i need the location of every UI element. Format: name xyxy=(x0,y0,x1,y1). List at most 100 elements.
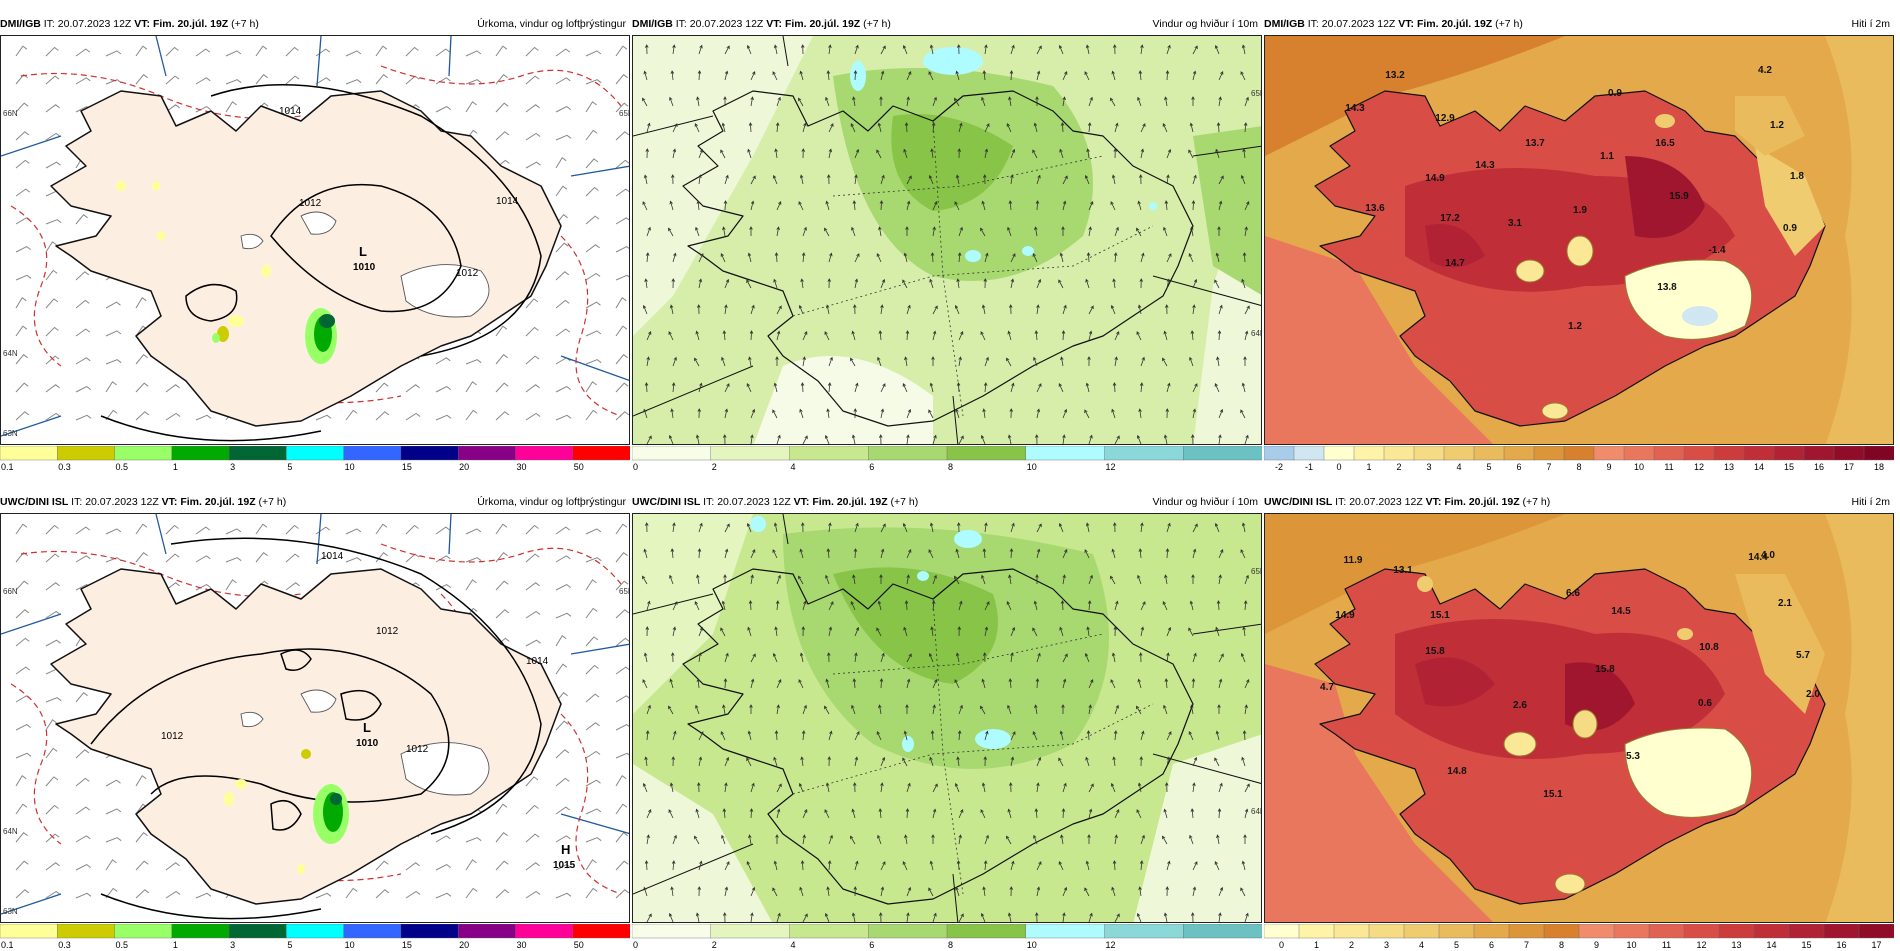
colorbar-tick-label: 2 xyxy=(712,940,717,950)
wind-arrow xyxy=(773,522,778,533)
wind-arrow xyxy=(903,252,908,263)
wind-barb xyxy=(45,719,57,731)
wind-arrow xyxy=(1166,44,1171,55)
wind-arrow xyxy=(1218,200,1223,211)
wind-arrow xyxy=(1084,409,1090,419)
colorbar-tick-label: 5 xyxy=(1486,462,1491,472)
wind-arrow xyxy=(1088,783,1094,793)
wind-barb xyxy=(555,806,571,815)
colorbar-tick-label: 0.5 xyxy=(116,940,129,950)
wind-barb xyxy=(105,359,122,365)
wind-arrow xyxy=(1062,304,1067,315)
wind-arrow xyxy=(1088,96,1093,107)
wind-arrow xyxy=(672,123,678,133)
wind-barb xyxy=(135,523,148,535)
wind-arrow xyxy=(879,574,883,584)
vt-label: VT: xyxy=(766,18,783,30)
wind-arrow xyxy=(906,574,910,585)
vt-label: VT: xyxy=(793,496,810,508)
wind-barb xyxy=(615,637,629,647)
wind-arrow xyxy=(750,175,756,185)
wind-arrow xyxy=(1111,70,1116,81)
wind-arrow xyxy=(1033,122,1038,133)
it-value: 20.07.2023 12Z xyxy=(57,18,132,30)
colorbar-swatch xyxy=(1788,924,1825,939)
wind-arrow xyxy=(1111,174,1116,185)
wind-arrow xyxy=(958,122,963,133)
wind-arrow xyxy=(878,330,883,341)
precip-colorbar: 0.1 0.3 0.5 1 3 5 10 15 20 30 50 xyxy=(0,446,630,473)
wind-arrow xyxy=(775,600,780,611)
temperature-label: 5.3 xyxy=(1626,751,1640,762)
wind-arrow xyxy=(906,653,912,663)
wind-arrow xyxy=(695,912,700,922)
wind-arrow xyxy=(724,304,728,315)
wind-arrow xyxy=(776,808,781,819)
wind-arrow xyxy=(1218,549,1224,559)
colorbar-swatch xyxy=(710,446,791,461)
wind-arrow xyxy=(1112,278,1116,289)
wind-barb xyxy=(525,355,540,365)
wind-barb xyxy=(105,330,122,337)
wind-arrow xyxy=(772,174,778,185)
wind-arrow xyxy=(645,148,650,159)
wind-arrow xyxy=(1240,549,1246,559)
wind-arrow xyxy=(644,278,648,289)
wind-barb xyxy=(465,859,477,871)
wind-arrow xyxy=(1111,408,1116,419)
wind-arrow xyxy=(957,626,962,637)
wind-arrow xyxy=(1088,201,1094,211)
wind-arrow xyxy=(929,522,934,533)
wind-arrow xyxy=(642,201,648,211)
wind-barb xyxy=(585,186,599,197)
wind-arrow xyxy=(1166,253,1172,263)
wind-arrow xyxy=(646,331,652,341)
wind-barb xyxy=(555,414,572,421)
wind-arrow xyxy=(798,97,804,107)
wind-arrow xyxy=(1243,122,1248,133)
wind-map: 65N 64N xyxy=(632,35,1262,445)
isobar-label: 1012 xyxy=(161,731,184,742)
wind-arrow xyxy=(1192,886,1197,897)
wind-barb xyxy=(315,77,331,85)
wind-arrow xyxy=(1060,356,1064,367)
wind-arrow xyxy=(645,626,650,637)
wind-arrow xyxy=(746,383,752,393)
wind-barb xyxy=(135,354,148,365)
low-center-value: 1010 xyxy=(356,738,379,749)
wind-barb xyxy=(315,555,331,563)
wind-arrow xyxy=(802,356,806,367)
wind-arrow xyxy=(798,782,804,793)
wind-arrow xyxy=(879,678,884,689)
temperature-label: 0.6 xyxy=(1698,698,1712,709)
wind-arrow xyxy=(1188,253,1194,263)
wind-barb xyxy=(225,101,237,113)
wind-barb xyxy=(45,553,60,563)
temperature-label: 1.1 xyxy=(1600,151,1614,162)
wind-arrow xyxy=(850,835,856,845)
wind-arrow xyxy=(984,626,989,637)
wind-arrow xyxy=(1010,174,1014,185)
wind-arrow xyxy=(1214,383,1220,393)
colorbar-swatch xyxy=(1368,924,1405,939)
colorbar-swatch xyxy=(228,446,288,461)
wind-arrow xyxy=(698,174,702,185)
wind-arrow xyxy=(851,226,856,237)
wind-arrow xyxy=(955,70,960,81)
isobar-label: 1014 xyxy=(279,106,302,117)
wind-arrow xyxy=(722,434,727,444)
wind-barb xyxy=(285,104,300,113)
wind-arrow xyxy=(906,434,910,444)
colorbar-swatch xyxy=(400,446,459,461)
wind-arrow xyxy=(931,122,936,133)
wind-arrow xyxy=(854,756,859,767)
colorbar-tick-label: 14 xyxy=(1766,940,1776,950)
wind-arrow xyxy=(852,574,856,585)
wind-arrow xyxy=(1216,834,1220,845)
wind-arrow xyxy=(697,886,702,897)
colorbar-swatch xyxy=(1823,924,1860,939)
wind-arrow xyxy=(672,626,677,637)
precip-map: 1014 1012 1014 1012 1012 L 1010 H 1015 6… xyxy=(0,513,630,923)
wind-arrow xyxy=(1137,304,1142,315)
wind-arrow xyxy=(1214,44,1220,55)
